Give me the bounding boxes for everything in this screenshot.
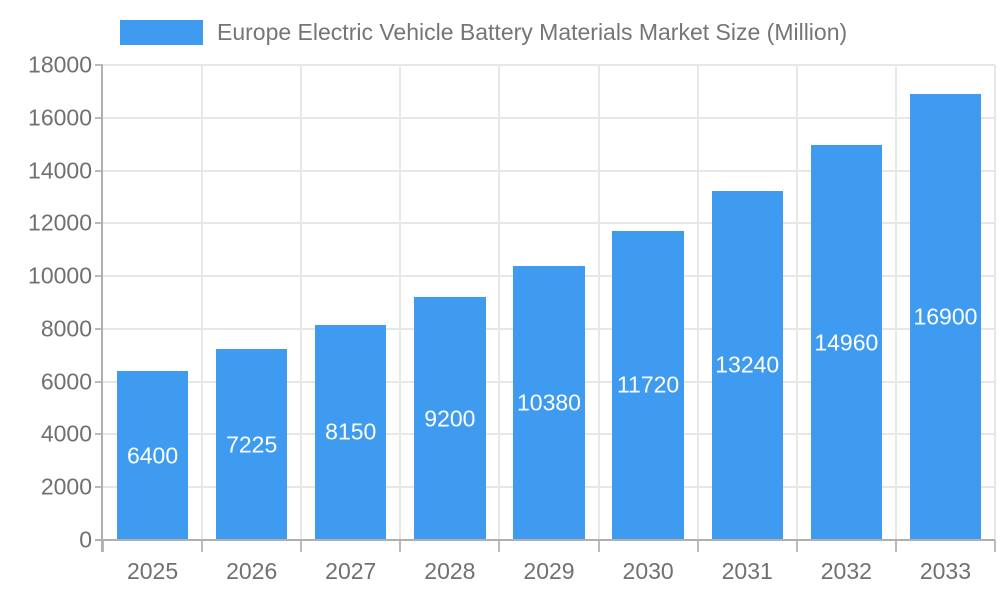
x-axis-tick (795, 540, 798, 552)
y-axis-tick (95, 327, 103, 330)
y-axis-label: 12000 (28, 209, 92, 236)
x-axis-label-2030: 2030 (622, 558, 674, 584)
gridline-vertical (696, 65, 699, 540)
x-axis-tick (498, 540, 501, 552)
bar-2026 (215, 349, 288, 540)
x-axis-label-2028: 2028 (424, 558, 476, 584)
bar-2025 (116, 371, 189, 540)
y-axis-label: 10000 (28, 262, 92, 289)
bar-value-label-2032: 14960 (814, 329, 879, 356)
x-axis-tick (201, 540, 204, 552)
x-axis-tick (994, 540, 996, 552)
x-axis-label-2029: 2029 (523, 558, 575, 584)
bar-value-label-2030: 11720 (616, 371, 680, 398)
bar-value-label-2028: 9200 (424, 405, 476, 432)
gridline-vertical (201, 65, 204, 540)
bar-value-label-2026: 7225 (226, 431, 278, 458)
y-axis-label: 16000 (28, 104, 92, 131)
y-axis-label: 0 (79, 526, 92, 553)
chart-legend: Europe Electric Vehicle Battery Material… (120, 19, 847, 45)
gridline-vertical (498, 65, 501, 540)
y-axis-label: 6000 (40, 368, 92, 395)
x-axis-tick (102, 540, 104, 552)
bar-2029 (513, 266, 585, 540)
y-axis-label: 4000 (40, 420, 92, 447)
gridline-horizontal (103, 64, 995, 66)
bar-value-label-2025: 6400 (126, 442, 179, 469)
x-axis-tick (300, 540, 303, 552)
y-axis-tick (95, 169, 103, 172)
gridline-vertical (300, 65, 303, 540)
y-axis-label: 2000 (40, 473, 92, 500)
x-axis-tick (399, 540, 402, 552)
y-axis-label: 14000 (28, 157, 92, 184)
x-axis-label-2032: 2032 (820, 558, 872, 584)
y-axis-tick (95, 222, 103, 225)
x-axis-label-2031: 2031 (721, 558, 773, 584)
gridline-vertical (597, 65, 600, 540)
x-axis-label-2026: 2026 (226, 558, 278, 584)
y-axis-line (101, 65, 103, 552)
x-axis-line (95, 539, 995, 541)
bar-2032 (810, 145, 882, 540)
y-axis-label: 18000 (28, 51, 92, 78)
bar-2028 (414, 297, 486, 540)
bar-2031 (711, 190, 783, 540)
gridline-vertical (399, 65, 402, 540)
y-axis-label: 8000 (40, 315, 92, 342)
gridline-horizontal (103, 222, 995, 225)
x-axis-tick (894, 540, 897, 552)
legend-label: Europe Electric Vehicle Battery Material… (217, 18, 848, 45)
y-axis-tick (95, 275, 103, 278)
bar-2033 (909, 94, 982, 540)
gridline-horizontal (103, 116, 995, 119)
bar-2030 (612, 230, 684, 540)
x-axis-tick (696, 540, 699, 552)
bar-value-label-2027: 8150 (325, 418, 377, 445)
bar-value-label-2029: 10380 (517, 389, 581, 416)
y-axis-tick (95, 116, 103, 119)
y-axis-tick (95, 380, 103, 383)
y-axis-tick (95, 486, 103, 489)
gridline-vertical (894, 65, 897, 540)
legend-swatch (120, 19, 203, 45)
gridline-vertical (795, 65, 798, 540)
x-axis-label-2025: 2025 (126, 558, 179, 584)
x-axis-label-2033: 2033 (919, 558, 972, 584)
gridline-horizontal (103, 169, 995, 172)
x-axis-tick (597, 540, 600, 552)
gridline-vertical (994, 65, 996, 540)
y-axis-tick (95, 64, 103, 66)
x-axis-label-2027: 2027 (325, 558, 377, 584)
bar-2027 (315, 324, 387, 540)
y-axis-tick (95, 433, 103, 436)
bar-value-label-2033: 16900 (913, 303, 978, 330)
bar-value-label-2031: 13240 (715, 351, 780, 378)
